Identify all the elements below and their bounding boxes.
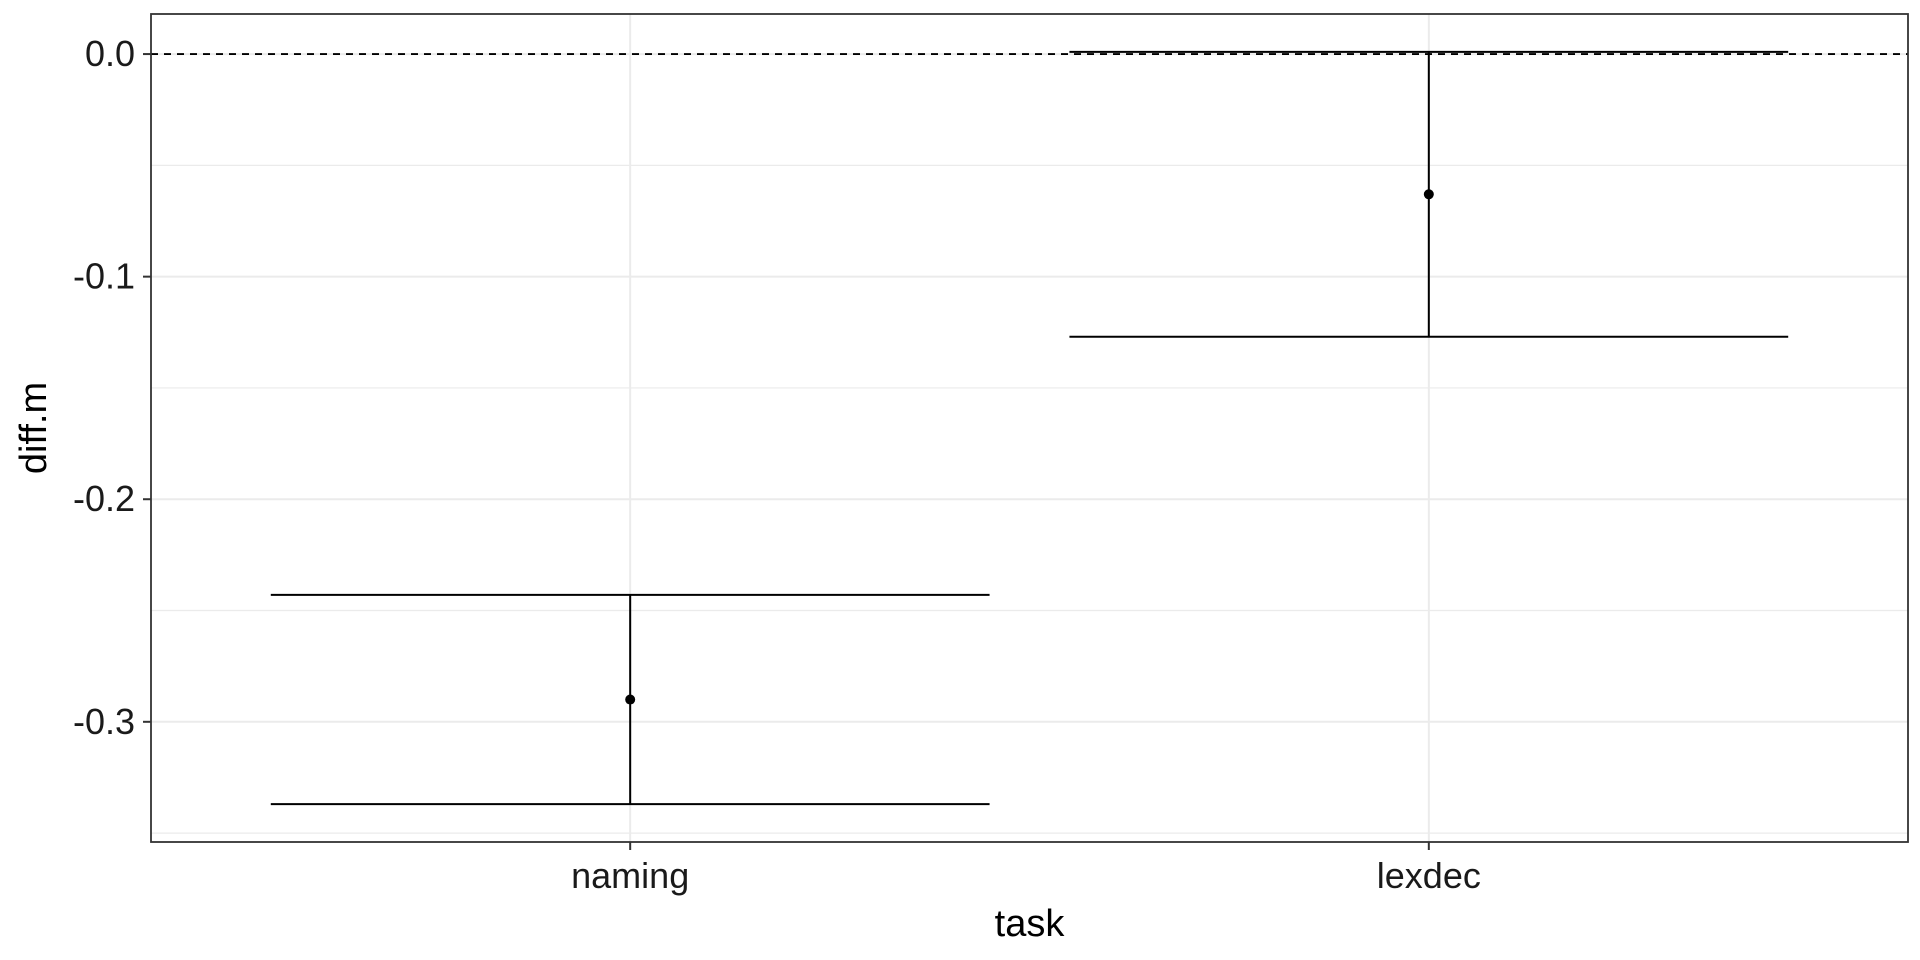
panel-border bbox=[150, 13, 1909, 843]
x-axis-title: task bbox=[995, 903, 1066, 945]
y-tick-label: -0.1 bbox=[73, 256, 135, 297]
grid-lines bbox=[151, 14, 1908, 842]
y-tick-label: 0.0 bbox=[85, 33, 135, 74]
x-tick-label-naming: naming bbox=[571, 855, 689, 896]
axes: 0.0 -0.1 -0.2 -0.3 naming lexdec bbox=[73, 33, 1481, 896]
y-tick-label: -0.3 bbox=[73, 701, 135, 742]
x-tick-label-lexdec: lexdec bbox=[1377, 855, 1481, 896]
plot-panel bbox=[151, 14, 1908, 842]
y-tick-label: -0.2 bbox=[73, 478, 135, 519]
data-point-naming bbox=[625, 694, 636, 705]
data-point-lexdec bbox=[1423, 189, 1434, 200]
y-axis-title: diff.m bbox=[13, 382, 55, 474]
data-layer bbox=[270, 50, 1789, 806]
